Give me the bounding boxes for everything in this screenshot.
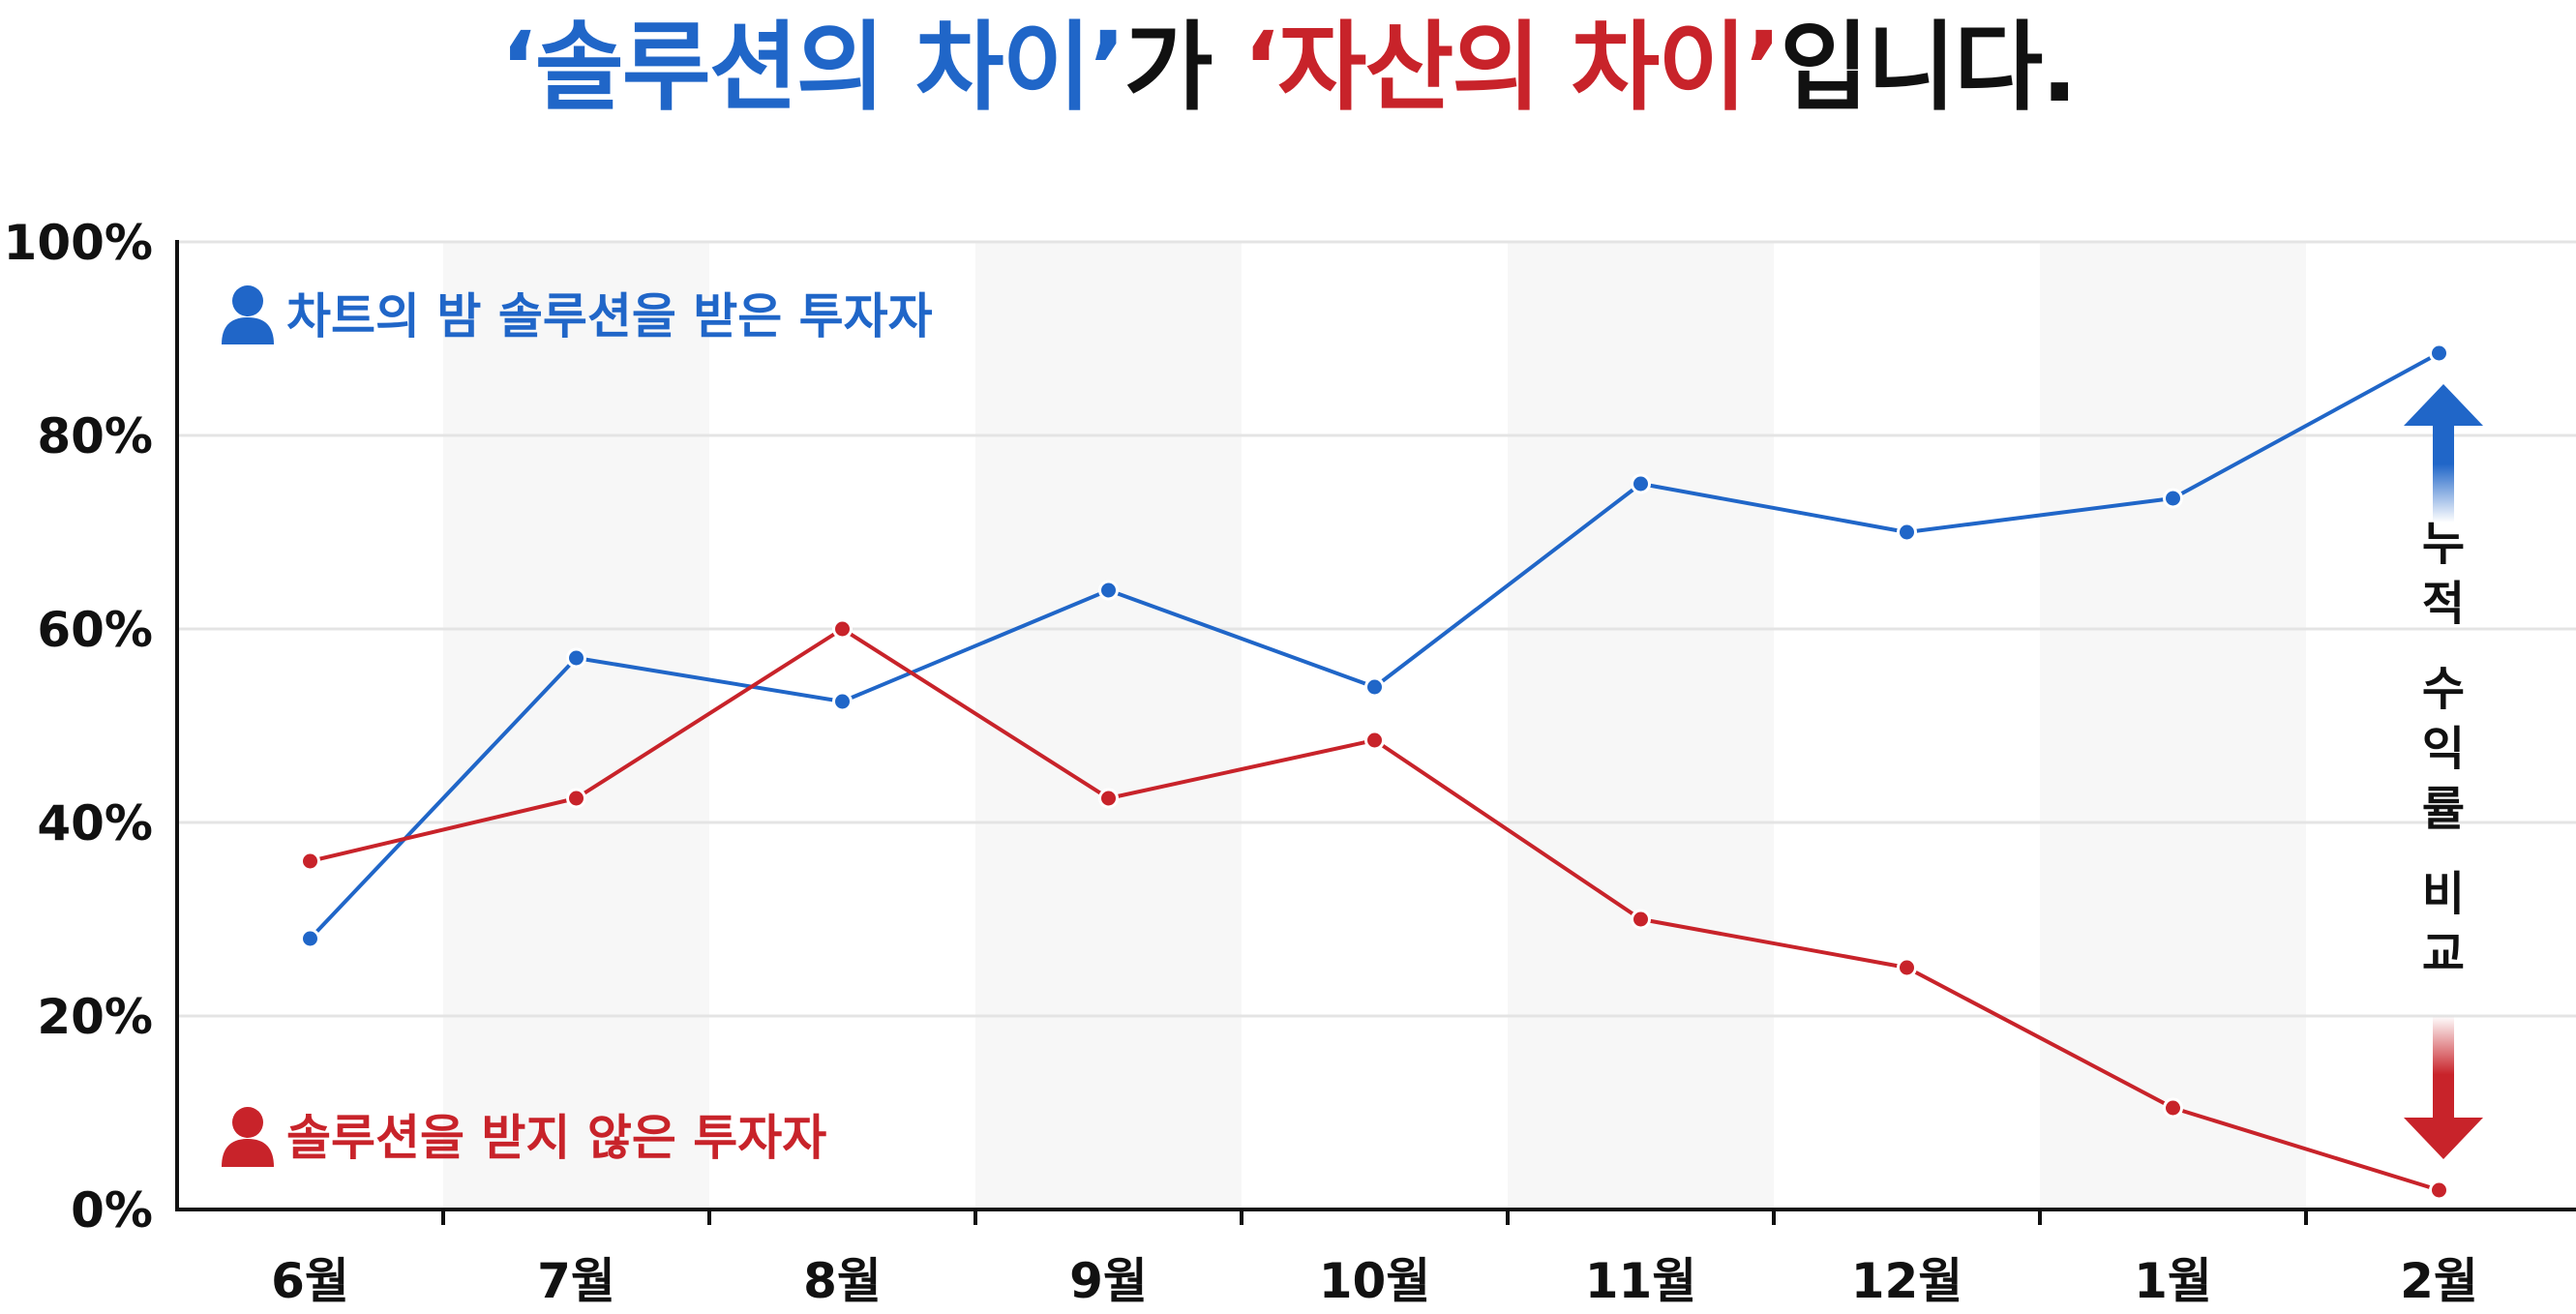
- x-tick-label: 6월: [271, 1253, 349, 1309]
- legend-label-solution: 차트의 밤 솔루션을 받은 투자자: [286, 288, 933, 344]
- arrow-up-icon: [2404, 384, 2483, 426]
- series-lines: [300, 343, 2449, 1201]
- x-tick-label: 10월: [1319, 1253, 1431, 1309]
- y-tick-label: 40%: [37, 795, 153, 851]
- data-point: [2429, 343, 2449, 364]
- side-label-char: 률: [2422, 782, 2465, 836]
- arrow-up-shaft: [2433, 416, 2454, 523]
- person-icon-body: [222, 1139, 274, 1167]
- data-point: [1631, 909, 1651, 930]
- data-point: [1631, 473, 1651, 494]
- band-1: [443, 242, 709, 1209]
- side-label-char: 수: [2422, 662, 2465, 716]
- data-point: [566, 647, 586, 669]
- side-label-char: 익: [2422, 722, 2465, 776]
- band-7: [2040, 242, 2306, 1209]
- band-5: [1508, 242, 1774, 1209]
- y-tick-label: 0%: [71, 1182, 153, 1239]
- title-connector: 가: [1123, 11, 1243, 124]
- side-label-char: 누: [2422, 517, 2465, 571]
- y-tick-label: 100%: [4, 215, 153, 271]
- side-label-char: 교: [2422, 927, 2465, 981]
- title-asset-diff: ‘자산의 차이’: [1243, 11, 1782, 124]
- y-tick-label: 80%: [37, 408, 153, 464]
- data-point: [1897, 957, 1917, 978]
- data-point: [2429, 1180, 2449, 1201]
- x-tick-label: 9월: [1069, 1253, 1148, 1309]
- data-point: [1897, 522, 1917, 543]
- x-tick-label: 11월: [1585, 1253, 1697, 1309]
- legend-no-solution-investors: 솔루션을 받지 않은 투자자: [222, 1107, 826, 1167]
- arrow-down-icon: [2404, 1118, 2483, 1159]
- data-point: [1364, 676, 1385, 698]
- axes: [175, 240, 2576, 1211]
- title-ending: 입니다.: [1780, 11, 2078, 124]
- background-bands: [443, 242, 2306, 1209]
- data-point: [1098, 788, 1119, 809]
- y-tick-label: 20%: [37, 989, 153, 1045]
- band-3: [975, 242, 1242, 1209]
- person-icon: [232, 1107, 263, 1138]
- person-icon-body: [222, 317, 274, 344]
- title-solution-diff: ‘솔루션의 차이’: [499, 11, 1126, 124]
- x-tick-label: 8월: [803, 1253, 882, 1309]
- gridlines: [177, 240, 2576, 1018]
- data-point: [1364, 730, 1385, 751]
- side-label-char: 비: [2422, 867, 2465, 921]
- data-point: [2163, 1097, 2183, 1119]
- person-icon: [232, 285, 263, 316]
- side-label-char: 적: [2422, 577, 2465, 631]
- data-point: [300, 928, 320, 949]
- x-axis-ticks: 6월 7월 8월 9월 10월 11월 12월 1월 2월: [271, 1209, 2478, 1309]
- data-point: [566, 788, 586, 809]
- data-point: [832, 618, 853, 640]
- data-point: [300, 851, 320, 872]
- arrow-down-shaft: [2433, 1016, 2454, 1122]
- x-tick-label: 7월: [537, 1253, 615, 1309]
- x-tick-label: 2월: [2400, 1253, 2478, 1309]
- legend-label-no-solution: 솔루션을 받지 않은 투자자: [286, 1110, 826, 1166]
- y-tick-label: 60%: [37, 602, 153, 658]
- chart-title: ‘솔루션의 차이’가 ‘자산의 차이’입니다.: [0, 10, 2576, 126]
- y-axis-ticks: 0% 20% 40% 60% 80% 100%: [4, 215, 153, 1239]
- data-point: [2163, 488, 2183, 509]
- legend-solution-investors: 차트의 밤 솔루션을 받은 투자자: [222, 285, 933, 344]
- x-tick-label: 12월: [1851, 1253, 1963, 1309]
- data-point: [832, 691, 853, 712]
- data-point: [1098, 580, 1119, 601]
- x-tick-label: 1월: [2134, 1253, 2212, 1309]
